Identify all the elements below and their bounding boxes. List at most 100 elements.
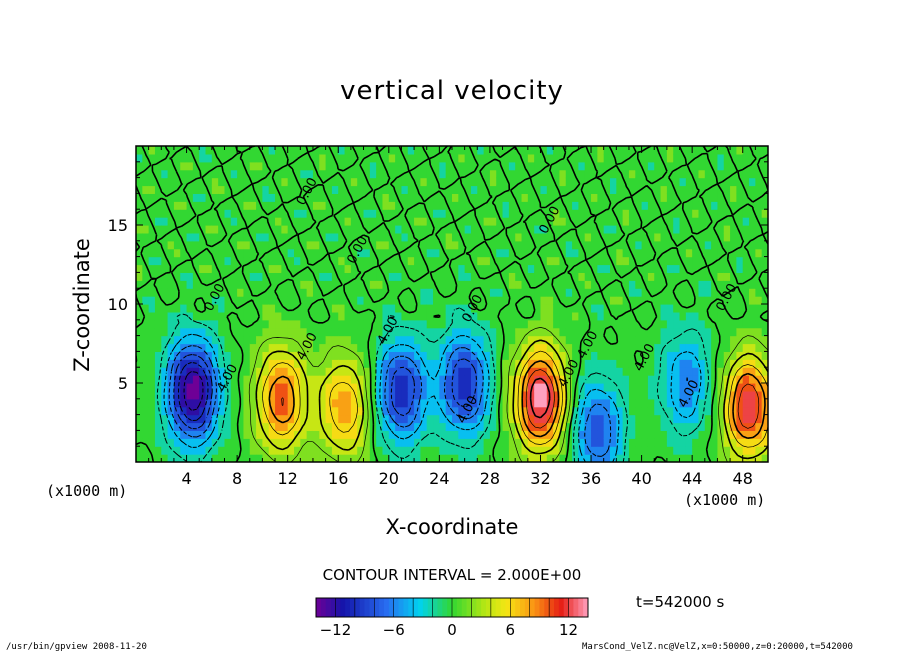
field-cell — [673, 438, 681, 447]
field-cell — [616, 232, 624, 242]
field-cell — [761, 272, 768, 281]
field-cell — [445, 169, 453, 179]
field-cell — [711, 343, 719, 352]
field-cell — [508, 335, 516, 345]
field-cell — [527, 217, 535, 226]
field-cell — [679, 430, 687, 439]
field-cell — [319, 209, 327, 218]
field-cell — [199, 217, 207, 226]
field-cell — [622, 169, 630, 179]
field-cell — [603, 232, 611, 242]
field-cell — [433, 169, 440, 179]
field-cell — [723, 264, 731, 273]
field-cell — [211, 264, 219, 273]
field-cell — [325, 351, 333, 360]
field-cell — [527, 319, 535, 329]
field-cell — [243, 446, 251, 455]
field-cell — [546, 454, 554, 462]
field-cell — [237, 288, 245, 297]
field-cell — [761, 343, 768, 352]
field-cell — [325, 406, 333, 416]
field-cell — [452, 351, 459, 360]
colorbar-frame — [315, 597, 589, 618]
field-cell — [420, 240, 428, 250]
field-cell — [647, 177, 655, 187]
field-cell — [154, 209, 162, 218]
field-cell — [186, 153, 194, 163]
field-cell — [268, 398, 276, 408]
field-cell — [426, 256, 434, 266]
field-cell — [464, 446, 472, 455]
field-cell — [483, 304, 491, 313]
field-cell — [698, 327, 706, 337]
field-cell — [439, 217, 447, 226]
field-cell — [154, 351, 162, 360]
field-cell — [338, 193, 346, 202]
field-cell — [483, 319, 491, 329]
field-cell — [306, 414, 314, 424]
field-cell — [452, 430, 459, 439]
field-cell — [673, 375, 681, 384]
field-cell — [603, 153, 611, 163]
field-cell — [489, 248, 497, 258]
field-cell — [559, 177, 567, 187]
field-cell — [527, 288, 535, 297]
field-cell — [256, 422, 263, 431]
field-cell — [401, 422, 409, 431]
field-cell — [508, 161, 516, 171]
field-cell — [268, 422, 276, 431]
field-cell — [256, 446, 263, 455]
field-cell — [730, 161, 737, 171]
field-cell — [496, 232, 504, 242]
field-cell — [647, 319, 655, 329]
field-cell — [647, 209, 655, 218]
field-cell — [508, 319, 516, 329]
field-cell — [464, 272, 472, 281]
field-cell — [717, 304, 725, 313]
colorbar-swatch — [393, 598, 399, 617]
field-cell — [294, 359, 301, 368]
field-cell — [559, 311, 567, 321]
field-cell — [749, 296, 756, 305]
field-cell — [186, 446, 194, 455]
field-cell — [622, 272, 630, 281]
field-cell — [180, 161, 188, 171]
field-cell — [249, 272, 257, 281]
field-cell — [268, 193, 276, 202]
field-cell — [433, 264, 440, 273]
field-cell — [591, 335, 598, 345]
field-cell — [540, 359, 548, 368]
field-cell — [426, 288, 434, 297]
field-cell — [224, 438, 232, 447]
field-cell — [350, 304, 358, 313]
field-cell — [635, 383, 643, 392]
field-cell — [502, 304, 510, 313]
field-cell — [458, 327, 466, 337]
field-cell — [136, 430, 143, 439]
field-cell — [761, 193, 768, 202]
field-cell — [692, 438, 700, 447]
field-cell — [338, 454, 346, 462]
field-cell — [572, 398, 579, 408]
field-cell — [527, 446, 535, 455]
field-cell — [287, 343, 295, 352]
field-cell — [666, 319, 674, 329]
field-cell — [262, 414, 270, 424]
field-cell — [445, 422, 453, 431]
field-cell — [711, 454, 719, 462]
field-cell — [211, 288, 219, 297]
field-cell — [515, 351, 523, 360]
field-cell — [685, 454, 693, 462]
field-cell — [192, 390, 200, 400]
field-cell — [458, 217, 466, 226]
field-cell — [591, 359, 598, 368]
field-cell — [312, 327, 320, 337]
field-cell — [565, 217, 573, 226]
field-cell — [445, 406, 453, 416]
field-cell — [603, 383, 611, 392]
colorbar-swatch — [554, 598, 560, 617]
field-cell — [275, 454, 282, 462]
field-cell — [180, 422, 188, 431]
field-cell — [382, 177, 390, 187]
field-cell — [666, 209, 674, 218]
